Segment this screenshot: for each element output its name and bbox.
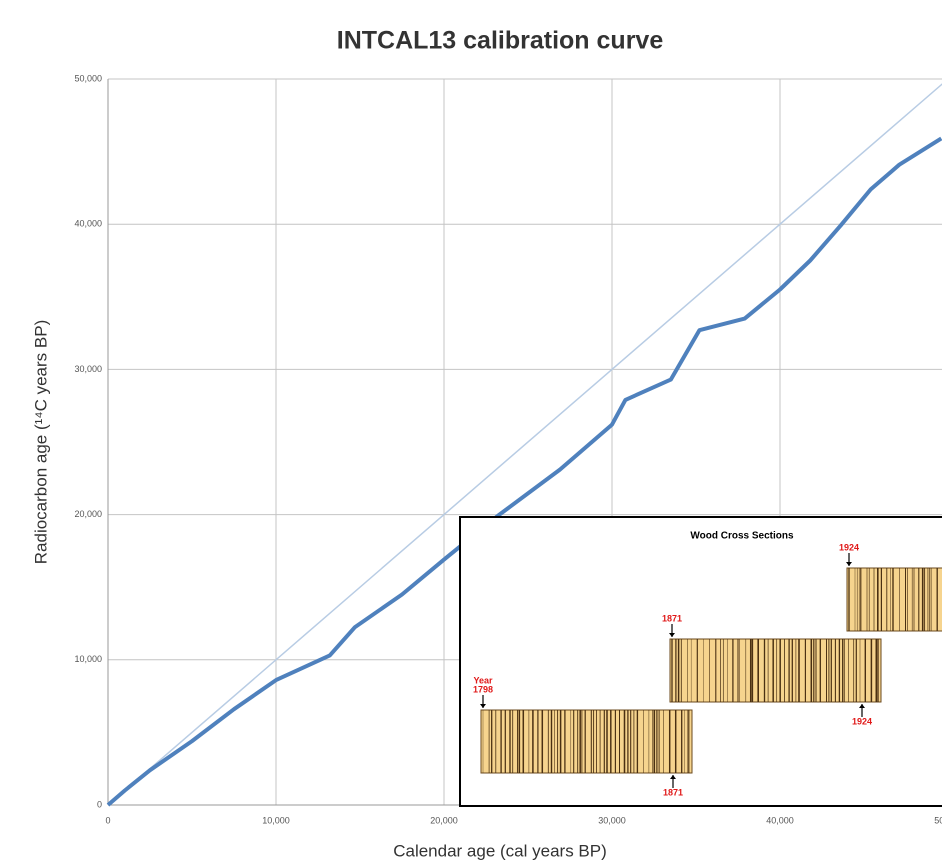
start-year-label: Year xyxy=(473,675,493,685)
series-line xyxy=(106,136,942,807)
y-tick-label: 50,000 xyxy=(74,73,102,83)
wood-section xyxy=(669,638,882,703)
y-tick-label: 0 xyxy=(97,799,102,809)
start-year-label: 1924 xyxy=(839,542,859,552)
arrow-head xyxy=(846,562,852,566)
chart-title: INTCAL13 calibration curve xyxy=(337,27,664,55)
x-tick-label: 40,000 xyxy=(766,815,794,825)
x-tick-label: 10,000 xyxy=(262,815,290,825)
arrow-head xyxy=(480,704,486,708)
y-tick-label: 40,000 xyxy=(74,219,102,229)
x-axis-label: Calendar age (cal years BP) xyxy=(393,841,607,860)
y-tick-label: 10,000 xyxy=(74,654,102,664)
end-year-label: 1871 xyxy=(663,787,683,797)
y-axis-label: Radiocarbon age (¹⁴C years BP) xyxy=(31,320,50,564)
start-year-label: 1871 xyxy=(662,613,682,623)
y-tick-label: 30,000 xyxy=(74,364,102,374)
x-tick-label: 20,000 xyxy=(430,815,458,825)
arrow-head xyxy=(670,775,676,779)
x-tick-label: 50,000 xyxy=(934,815,942,825)
series-line xyxy=(107,83,942,806)
arrow-head xyxy=(669,633,675,637)
inset-title: Wood Cross Sections xyxy=(690,531,794,542)
end-year-label: 1924 xyxy=(852,716,872,726)
y-tick-label: 20,000 xyxy=(74,509,102,519)
arrow-head xyxy=(859,704,865,708)
x-tick-label: 0 xyxy=(105,815,110,825)
x-tick-label: 30,000 xyxy=(598,815,626,825)
start-year-label: 1798 xyxy=(473,684,493,694)
wood-section xyxy=(846,567,942,632)
